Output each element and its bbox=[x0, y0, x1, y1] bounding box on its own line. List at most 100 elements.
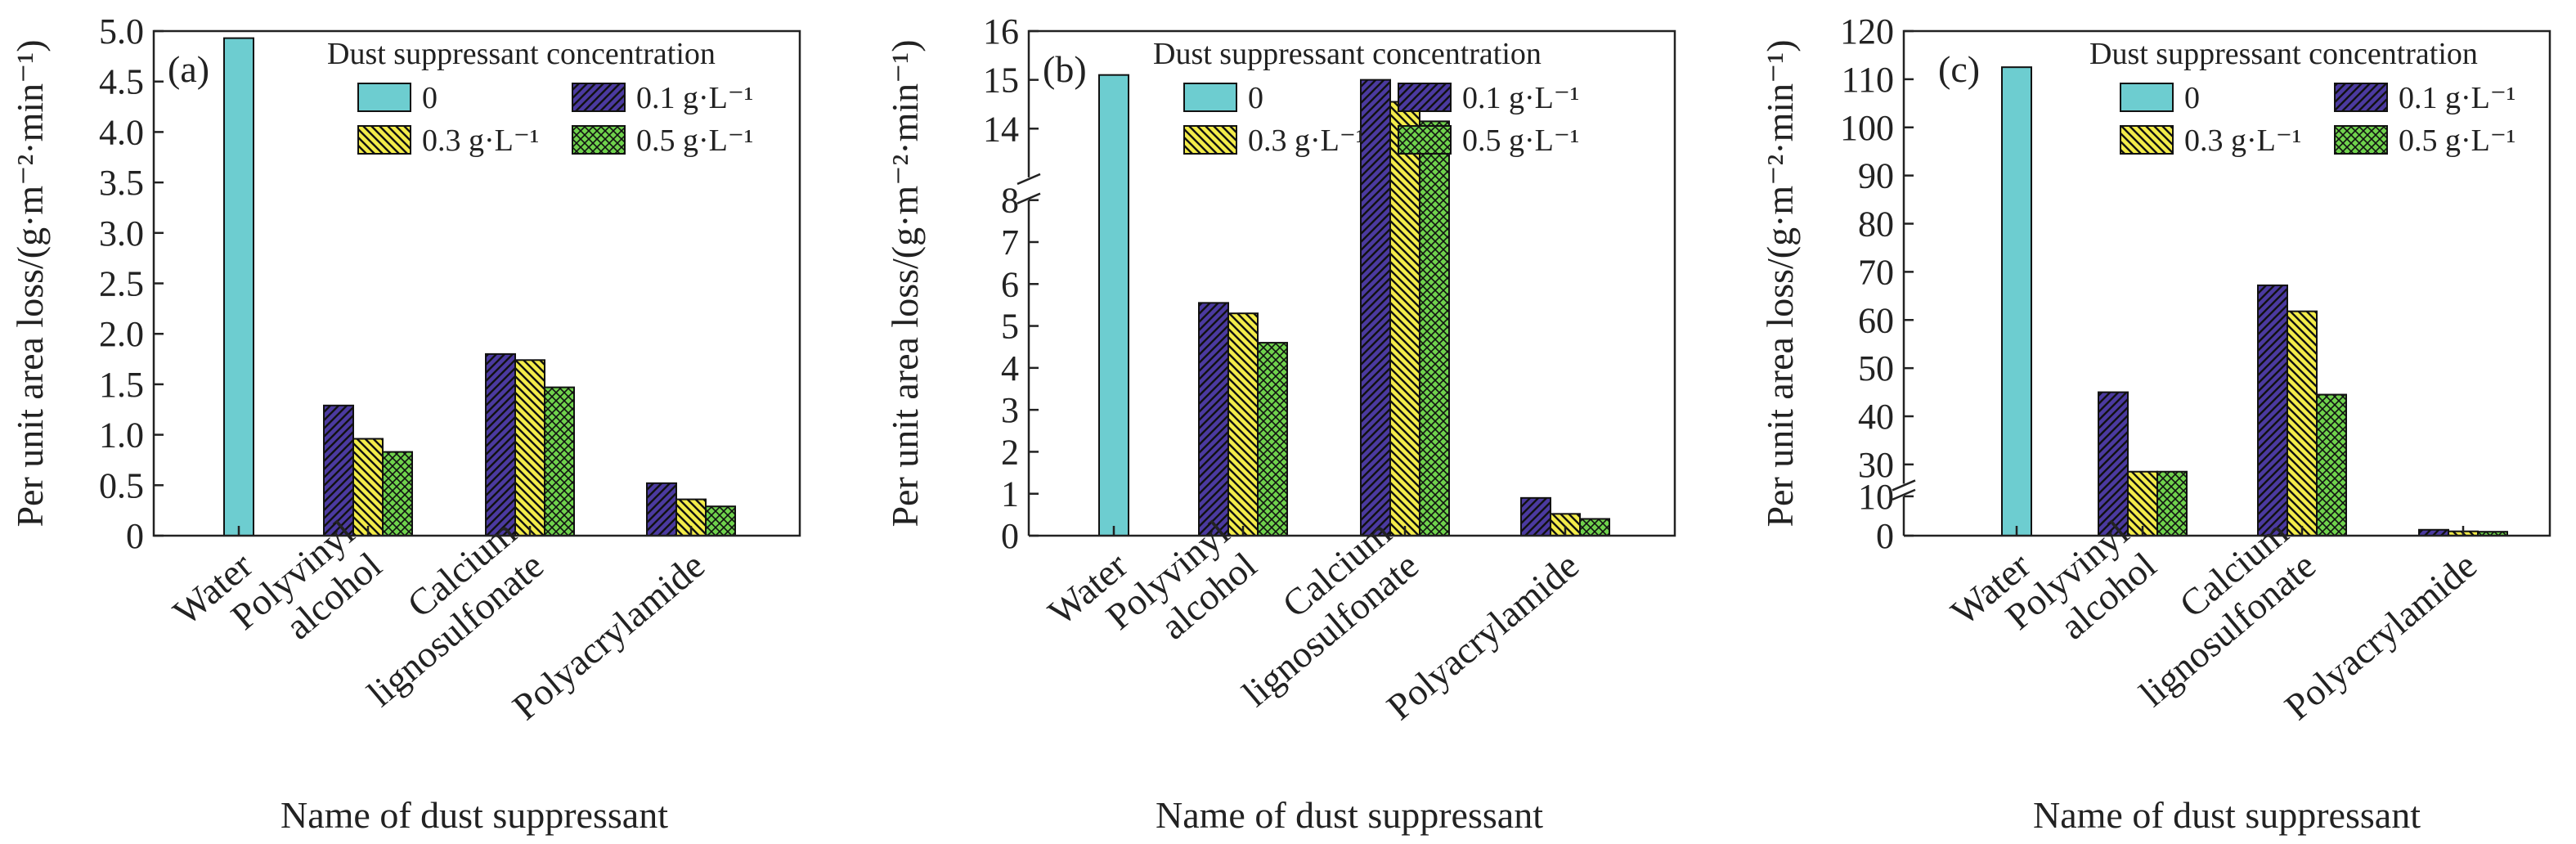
y-tick-label: 120 bbox=[1840, 11, 1894, 52]
axis-break-mark bbox=[1892, 479, 1916, 501]
legend-title: Dust suppressant concentration bbox=[2089, 37, 2478, 71]
legend-swatch bbox=[1398, 83, 1452, 112]
bar-c-1-1 bbox=[2098, 391, 2129, 536]
bar-a-0-0 bbox=[223, 37, 254, 536]
y-tick-label: 110 bbox=[1842, 60, 1894, 100]
bar-c-2-1 bbox=[2257, 284, 2288, 536]
y-tick-label: 4 bbox=[1001, 348, 1019, 388]
bar-b-1-1 bbox=[1198, 302, 1229, 536]
legend-label: 0 bbox=[2184, 81, 2200, 115]
y-tick-label: 14 bbox=[983, 109, 1019, 149]
bar-b-3-3 bbox=[1579, 518, 1610, 536]
bar-a-2-1 bbox=[485, 352, 516, 536]
bar-b-1-2 bbox=[1227, 312, 1259, 536]
bar-a-2-2 bbox=[514, 359, 545, 536]
bar-a-3-3 bbox=[705, 505, 736, 536]
legend: Dust suppressant concentration 0 0.1 g·L⁻¹… bbox=[327, 37, 753, 158]
legend-label: 0.5 g·L⁻¹ bbox=[2399, 123, 2515, 158]
legend-label: 0.3 g·L⁻¹ bbox=[422, 123, 539, 158]
legend: Dust suppressant concentration 0 0.1 g·L⁻¹… bbox=[1153, 37, 1579, 158]
bar-a-1-3 bbox=[382, 451, 413, 536]
legend-title: Dust suppressant concentration bbox=[1153, 37, 1542, 71]
y-tick-label: 10 bbox=[1858, 477, 1894, 517]
bar-a-2-3 bbox=[544, 386, 575, 536]
chart-panel-c: 01030405060708090100110120WaterPolyvinyl… bbox=[1759, 11, 2551, 836]
legend-label: 0.5 g·L⁻¹ bbox=[1462, 123, 1579, 158]
bar-b-2-2 bbox=[1389, 101, 1420, 536]
legend-label: 0.3 g·L⁻¹ bbox=[1248, 123, 1365, 158]
y-tick-label: 60 bbox=[1858, 300, 1894, 340]
legend-swatch bbox=[2334, 83, 2388, 112]
chart-panel-a: 00.51.01.52.02.53.03.54.04.55.0WaterPoly… bbox=[9, 11, 801, 836]
legend-swatch bbox=[357, 83, 411, 112]
x-axis-label: Name of dust suppressant bbox=[1156, 794, 1543, 836]
y-tick-label: 4.0 bbox=[99, 112, 144, 152]
bar-a-3-1 bbox=[646, 482, 677, 536]
y-tick-label: 1.0 bbox=[99, 415, 144, 456]
legend-swatch bbox=[1398, 125, 1452, 155]
y-axis-label: Per unit area loss/(g·m⁻²·min⁻¹) bbox=[9, 39, 51, 527]
y-tick-label: 7 bbox=[1001, 222, 1019, 263]
y-tick-label: 0.5 bbox=[99, 465, 144, 505]
y-tick-label: 40 bbox=[1858, 397, 1894, 437]
legend-swatch bbox=[357, 125, 411, 155]
y-tick-label: 5.0 bbox=[99, 11, 144, 52]
bar-a-1-1 bbox=[323, 404, 354, 536]
y-axis-label: Per unit area loss/(g·m⁻²·min⁻¹) bbox=[884, 39, 926, 527]
y-tick-label: 3.5 bbox=[99, 163, 144, 203]
bar-b-2-1 bbox=[1360, 79, 1391, 537]
panel-label: (c) bbox=[1938, 48, 1980, 90]
legend-swatch bbox=[572, 83, 626, 112]
legend-label: 0 bbox=[422, 81, 438, 115]
legend-swatch bbox=[2120, 83, 2174, 112]
legend-title: Dust suppressant concentration bbox=[327, 37, 716, 71]
legend-label: 0.1 g·L⁻¹ bbox=[1462, 81, 1579, 115]
y-tick-label: 80 bbox=[1858, 204, 1894, 245]
y-tick-label: 16 bbox=[983, 11, 1019, 52]
bar-b-1-3 bbox=[1257, 342, 1288, 536]
y-tick-label: 0 bbox=[1876, 516, 1894, 556]
y-tick-label: 2.0 bbox=[99, 314, 144, 354]
legend-swatch bbox=[2334, 125, 2388, 155]
axis-break-mark bbox=[1016, 173, 1041, 204]
plot-frame bbox=[1902, 29, 2551, 537]
y-tick-label: 5 bbox=[1001, 307, 1019, 347]
y-tick-label: 2 bbox=[1001, 432, 1019, 472]
legend-label: 0.1 g·L⁻¹ bbox=[2399, 81, 2515, 115]
y-tick-label: 3 bbox=[1001, 390, 1019, 430]
y-tick-label: 1 bbox=[1001, 474, 1019, 514]
x-axis-label: Name of dust suppressant bbox=[2033, 794, 2421, 836]
legend-label: 0.3 g·L⁻¹ bbox=[2184, 123, 2301, 158]
bar-b-0-0 bbox=[1098, 74, 1129, 536]
y-tick-label: 2.5 bbox=[99, 264, 144, 304]
bar-a-1-2 bbox=[352, 438, 384, 537]
y-tick-label: 0 bbox=[126, 516, 144, 556]
y-tick-label: 100 bbox=[1840, 108, 1894, 148]
x-axis-label: Name of dust suppressant bbox=[280, 794, 668, 836]
bar-c-2-3 bbox=[2316, 393, 2347, 536]
bar-b-2-3 bbox=[1419, 120, 1450, 536]
bar-c-2-2 bbox=[2287, 310, 2318, 536]
legend-swatch bbox=[572, 125, 626, 155]
panel-label: (b) bbox=[1043, 48, 1087, 90]
bar-c-0-0 bbox=[2001, 66, 2032, 537]
bar-b-3-1 bbox=[1520, 496, 1551, 537]
bar-c-1-3 bbox=[2156, 470, 2188, 536]
y-tick-label: 8 bbox=[1001, 181, 1019, 221]
legend-swatch bbox=[2120, 125, 2174, 155]
y-axis-label: Per unit area loss/(g·m⁻²·min⁻¹) bbox=[1759, 39, 1801, 527]
legend-label: 0.5 g·L⁻¹ bbox=[636, 123, 753, 158]
legend-label: 0 bbox=[1248, 81, 1263, 115]
y-tick-label: 15 bbox=[983, 61, 1019, 101]
legend: Dust suppressant concentration 0 0.1 g·L⁻¹… bbox=[2089, 37, 2515, 158]
y-tick-label: 90 bbox=[1858, 156, 1894, 196]
panel-label: (a) bbox=[168, 48, 209, 90]
y-tick-label: 1.5 bbox=[99, 365, 144, 405]
y-tick-label: 70 bbox=[1858, 252, 1894, 292]
y-tick-label: 3.0 bbox=[99, 213, 144, 254]
y-tick-label: 30 bbox=[1858, 445, 1894, 485]
y-tick-label: 0 bbox=[1001, 516, 1019, 556]
y-tick-label: 50 bbox=[1858, 348, 1894, 388]
